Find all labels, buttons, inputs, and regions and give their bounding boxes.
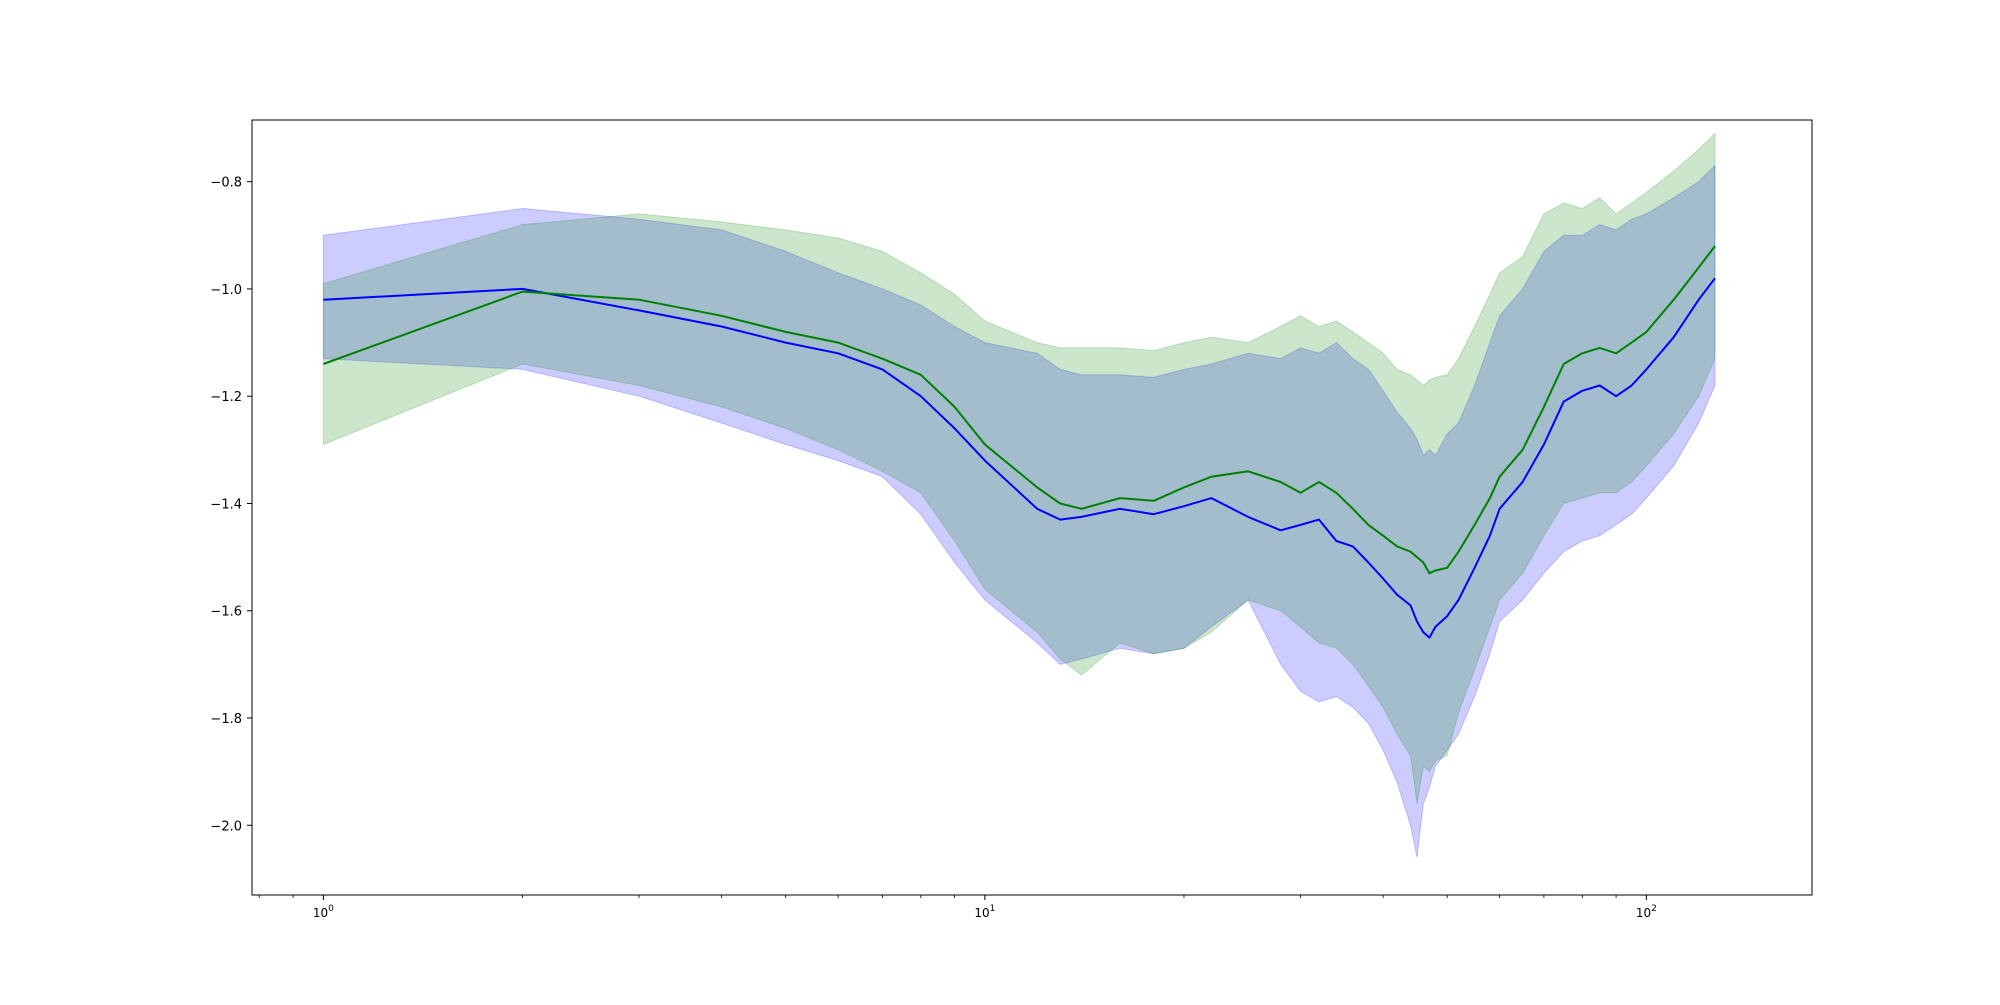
y-tick-label: −0.8 xyxy=(210,176,242,191)
y-tick-label: −1.6 xyxy=(210,605,242,620)
y-axis: −0.8 −1.0 −1.2 −1.4 −1.6 −1.8 −2.0 xyxy=(210,176,252,834)
y-tick-label: −1.0 xyxy=(210,283,242,298)
series-1-band xyxy=(322,132,1716,804)
y-tick-label: −1.4 xyxy=(210,497,242,512)
x-axis: 100 101 102 xyxy=(258,895,1657,920)
plot-frame xyxy=(251,119,1813,896)
series-0-line xyxy=(323,277,1716,639)
series-1-line xyxy=(323,245,1716,575)
x-tick-label: 102 xyxy=(1636,904,1657,920)
confidence-bands xyxy=(322,132,1716,858)
x-tick-label: 101 xyxy=(974,904,995,920)
y-tick-label: −2.0 xyxy=(210,819,242,834)
series-0-band xyxy=(322,164,1716,858)
x-tick-label: 100 xyxy=(313,904,334,920)
y-tick-label: −1.2 xyxy=(210,390,242,405)
y-tick-label: −1.8 xyxy=(210,712,242,727)
series-lines xyxy=(323,245,1716,639)
